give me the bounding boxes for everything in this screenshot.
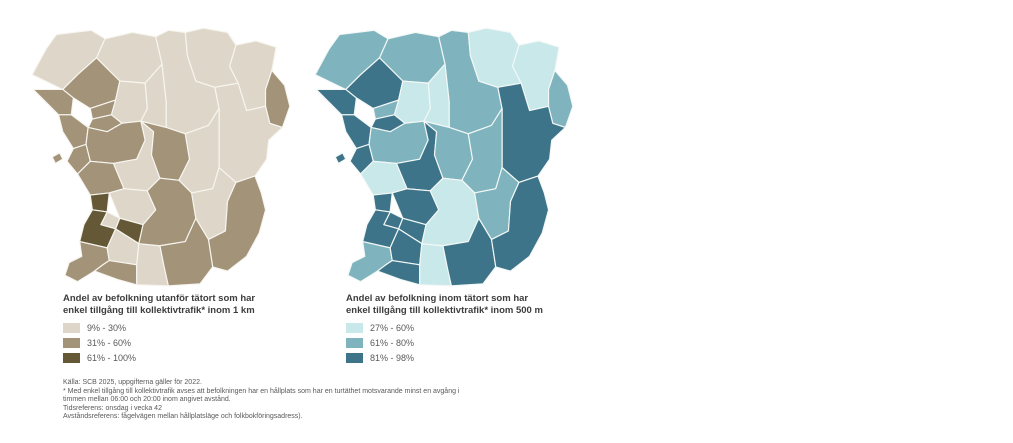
legend-label: 81% - 98% xyxy=(370,352,415,363)
legend-item: 61% - 100% xyxy=(63,350,328,365)
legend-swatch-mid xyxy=(346,337,363,348)
legend-inside-tatort: Andel av befolkning inom tätort som har … xyxy=(346,293,611,365)
legend-item: 9% - 30% xyxy=(63,320,328,335)
map-title-line1: Andel av befolkning inom tätort som har xyxy=(346,293,529,304)
legend-label: 27% - 60% xyxy=(370,322,415,333)
region-helsingborg[interactable] xyxy=(57,114,89,150)
region-ven[interactable] xyxy=(334,152,347,164)
region-simrishamn[interactable] xyxy=(490,175,550,272)
region-lomma[interactable] xyxy=(89,192,110,213)
footnote-definition-1: * Med enkel tillgång till kollektivtrafi… xyxy=(63,387,460,395)
legend-swatch-high xyxy=(346,352,363,363)
legend-item: 31% - 60% xyxy=(63,335,328,350)
footnote-definition-2: timmen mellan 06:00 och 20:00 inom angiv… xyxy=(63,396,231,404)
legend-label: 61% - 100% xyxy=(87,352,137,363)
legend-item: 27% - 60% xyxy=(346,320,611,335)
legend-swatch-mid xyxy=(63,337,80,348)
footnote-source: Källa: SCB 2025, uppgifterna gäller för … xyxy=(63,379,202,386)
map-title-line1: Andel av befolkning utanför tätort som h… xyxy=(63,293,256,304)
region-vellinge[interactable] xyxy=(347,240,393,283)
legend-swatch-low xyxy=(63,322,80,333)
region-hoganas[interactable] xyxy=(315,88,357,116)
region-ven[interactable] xyxy=(51,152,64,164)
legend-label: 31% - 60% xyxy=(87,337,132,348)
choropleth-map-outside-tatort xyxy=(31,27,291,287)
region-simrishamn[interactable] xyxy=(207,175,267,272)
legend-label: 61% - 80% xyxy=(370,337,415,348)
map-title-line2: enkel tillgång till kollektivtrafik* ino… xyxy=(346,304,543,316)
legend-swatch-high xyxy=(63,352,80,363)
footnote-time-reference: Tidsreferens: onsdag i vecka 42 xyxy=(63,404,162,412)
map-title-line2: enkel tillgång till kollektivtrafik* ino… xyxy=(63,304,255,316)
footnote-distance-reference: Avståndsreferens: fågelvägen mellan håll… xyxy=(63,413,303,421)
legend-outside-tatort: Andel av befolkning utanför tätort som h… xyxy=(63,293,328,365)
legend-item: 81% - 98% xyxy=(346,350,611,365)
region-lomma[interactable] xyxy=(372,192,393,213)
legend-item: 61% - 80% xyxy=(346,335,611,350)
footnotes: Källa: SCB 2025, uppgifterna gäller för … xyxy=(63,379,460,422)
region-helsingborg[interactable] xyxy=(340,114,372,150)
legend-swatch-low xyxy=(346,322,363,333)
legend-label: 9% - 30% xyxy=(87,322,127,333)
region-hoganas[interactable] xyxy=(32,88,74,116)
region-vellinge[interactable] xyxy=(64,240,110,283)
choropleth-map-inside-tatort xyxy=(314,27,574,287)
